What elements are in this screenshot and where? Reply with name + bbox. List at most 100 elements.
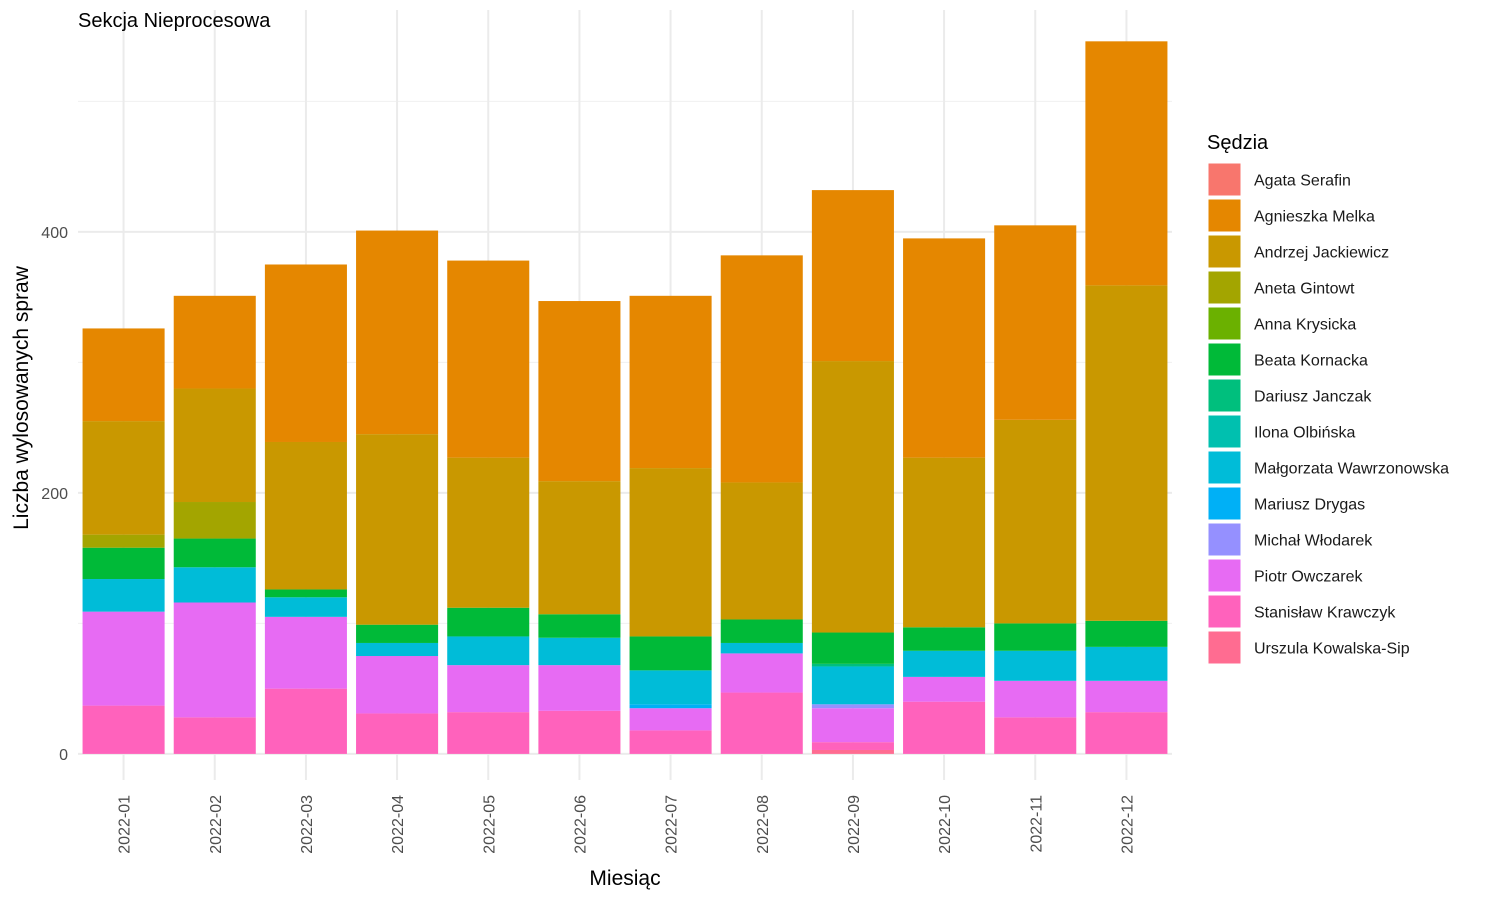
x-tick-label: 2022-04	[390, 795, 407, 854]
legend-key	[1207, 486, 1242, 521]
bar-segment	[538, 301, 621, 482]
bar-segment	[82, 534, 165, 548]
bar-segment	[1085, 646, 1168, 681]
bar-segment	[173, 538, 256, 568]
y-axis-label: Liczba wylosowanych spraw	[10, 265, 33, 530]
bar-segment	[1085, 680, 1168, 713]
bar-segment	[903, 650, 986, 677]
bar-segment	[264, 589, 347, 598]
bar-segment	[264, 597, 347, 617]
legend-label: Beata Kornacka	[1254, 353, 1368, 370]
legend-label: Piotr Owczarek	[1254, 569, 1363, 586]
bar-segment	[994, 623, 1077, 651]
bar-segment	[629, 670, 712, 705]
bar-segment	[447, 712, 530, 754]
bar-segment	[1085, 620, 1168, 647]
bar-segment	[538, 637, 621, 666]
legend-label: Agnieszka Melka	[1254, 209, 1375, 226]
y-tick-label: 200	[41, 486, 68, 503]
x-tick-label: 2022-08	[755, 795, 772, 854]
x-tick-label: 2022-12	[1119, 795, 1136, 854]
legend-label: Małgorzata Wawrzonowska	[1254, 461, 1449, 478]
bar-segment	[356, 624, 439, 643]
bar-segment	[173, 602, 256, 718]
bar-segment	[994, 680, 1077, 718]
bar-segment	[82, 328, 165, 422]
bar-segment	[811, 749, 894, 754]
bar-segment	[264, 688, 347, 754]
legend-label: Anna Krysicka	[1254, 317, 1356, 334]
y-tick-label: 400	[41, 225, 68, 242]
legend-key	[1207, 162, 1242, 197]
legend-key	[1207, 378, 1242, 413]
bar-segment	[629, 636, 712, 671]
legend-key	[1207, 234, 1242, 269]
bar-segment	[447, 636, 530, 666]
legend-label: Urszula Kowalska-Sip	[1254, 641, 1410, 658]
bar-segment	[356, 713, 439, 754]
bar-segment	[629, 704, 712, 709]
bar-segment	[811, 742, 894, 750]
legend-label: Dariusz Janczak	[1254, 389, 1372, 406]
bar-segment	[629, 295, 712, 469]
bar-segment	[811, 666, 894, 705]
bar-segment	[720, 692, 803, 754]
x-tick-label: 2022-10	[937, 795, 954, 854]
bar-segment	[356, 656, 439, 714]
bar-segment	[811, 361, 894, 633]
x-tick-label: 2022-05	[481, 795, 498, 854]
legend-label: Ilona Olbińska	[1254, 425, 1355, 442]
x-tick-label: 2022-09	[846, 795, 863, 854]
bar-segment	[994, 419, 1077, 624]
bar-segment	[629, 708, 712, 731]
bar-segment	[903, 701, 986, 754]
legend-key	[1207, 198, 1242, 233]
bar-segment	[538, 710, 621, 754]
bar-segment	[447, 607, 530, 637]
bar-segment	[811, 663, 894, 667]
bar-segment	[811, 632, 894, 664]
bar-segment	[173, 502, 256, 539]
legend-key	[1207, 342, 1242, 377]
bar-segment	[811, 704, 894, 709]
bar-segment	[903, 238, 986, 458]
bar-segment	[720, 482, 803, 620]
bar-segment	[173, 295, 256, 389]
x-axis-label: Miesiąc	[589, 867, 660, 890]
bar-segment	[538, 481, 621, 615]
bar-segment	[447, 457, 530, 608]
x-tick-label: 2022-02	[208, 795, 225, 854]
legend-key	[1207, 414, 1242, 449]
legend-key	[1207, 594, 1242, 629]
bar-segment	[811, 708, 894, 743]
bar-segment	[811, 190, 894, 362]
bar-segment	[264, 616, 347, 689]
bar-segment	[903, 457, 986, 628]
legend: Sędzia Agata Serafin Agnieszka Melka Andrz…	[1207, 132, 1449, 665]
bar-segment	[356, 642, 439, 657]
bar-segment	[82, 547, 165, 580]
bar-segment	[994, 225, 1077, 420]
y-tick-label: 0	[59, 747, 68, 764]
legend-key	[1207, 306, 1242, 341]
chart-title: Sekcja Nieprocesowa	[78, 10, 271, 32]
bar-segment	[356, 230, 439, 435]
bar-segment	[173, 717, 256, 754]
legend-key	[1207, 270, 1242, 305]
bar-segment	[264, 264, 347, 442]
bar-segment	[994, 717, 1077, 754]
bar-segment	[720, 642, 803, 654]
bar-segment	[720, 653, 803, 693]
bar-segment	[538, 665, 621, 711]
bar-segment	[994, 650, 1077, 681]
bar-segment	[264, 441, 347, 590]
legend-label: Agata Serafin	[1254, 173, 1351, 190]
bar-segment	[720, 255, 803, 483]
legend-title: Sędzia	[1207, 132, 1269, 154]
legend-label: Mariusz Drygas	[1254, 497, 1365, 514]
legend-label: Michał Włodarek	[1254, 533, 1373, 550]
bar-segment	[82, 705, 165, 754]
bar-segment	[447, 665, 530, 713]
legend-key	[1207, 558, 1242, 593]
